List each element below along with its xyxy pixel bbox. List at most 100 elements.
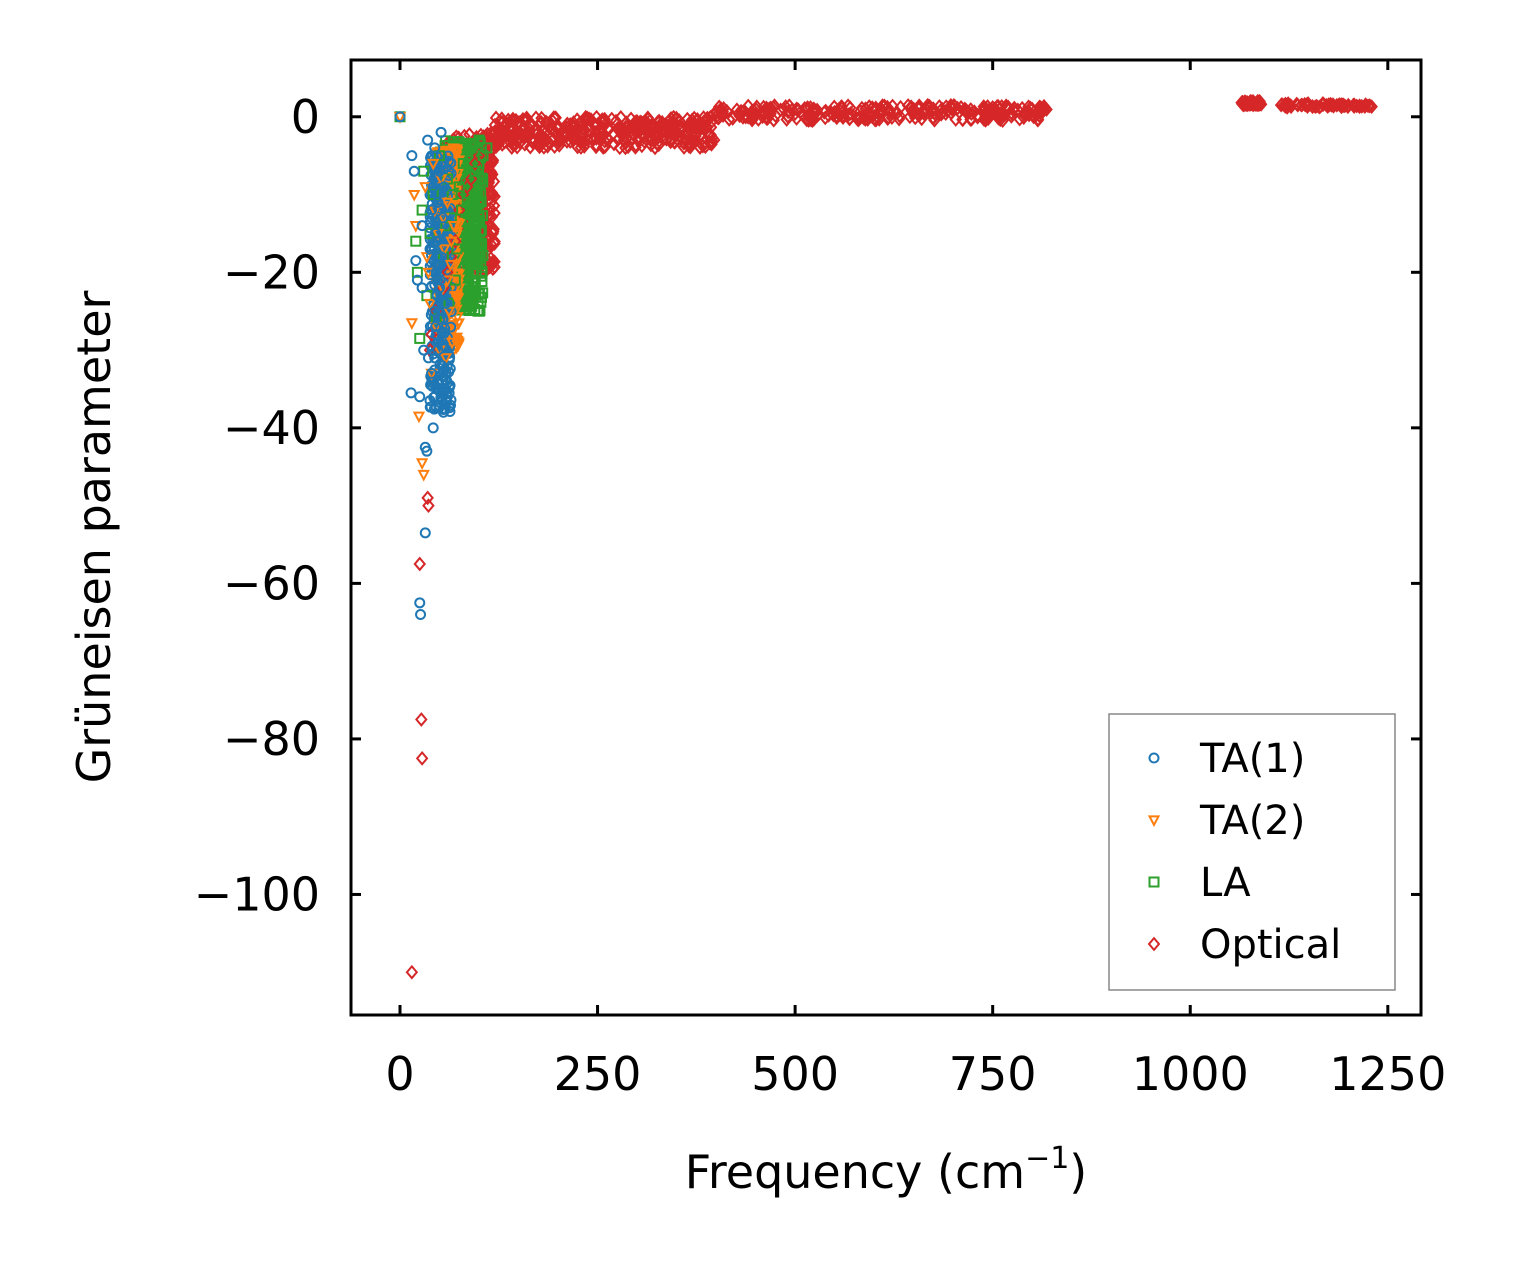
band-point — [854, 110, 868, 125]
data-point — [430, 227, 442, 239]
band-point — [648, 140, 662, 156]
legend-box — [1108, 713, 1396, 991]
data-point — [416, 220, 428, 232]
data-point — [432, 196, 444, 208]
band-point — [716, 106, 729, 122]
band-point — [488, 189, 501, 204]
data-point — [435, 126, 447, 138]
band-point — [650, 136, 664, 152]
band-point — [807, 111, 821, 127]
data-point — [433, 336, 445, 348]
data-point — [439, 353, 452, 365]
band-point — [473, 288, 485, 300]
band-point — [552, 134, 566, 150]
data-point — [422, 267, 435, 280]
data-point — [591, 117, 604, 132]
data-point — [1361, 98, 1375, 114]
data-point — [457, 157, 469, 169]
band-point — [593, 131, 606, 147]
data-point — [419, 527, 431, 539]
data-point — [828, 104, 841, 120]
data-point — [441, 197, 454, 210]
data-point — [437, 212, 449, 224]
band-point — [536, 135, 550, 150]
band-point — [475, 196, 487, 208]
band-point — [653, 118, 667, 133]
x-tick-label: 0 — [385, 1047, 414, 1101]
data-point — [465, 142, 477, 154]
data-point — [414, 332, 426, 344]
legend-item-ta1: TA(1) — [1148, 736, 1305, 782]
data-point — [788, 106, 802, 122]
band-point — [471, 253, 483, 265]
band-point — [445, 157, 457, 169]
band-point — [777, 101, 791, 117]
data-point — [421, 490, 434, 506]
band-point — [577, 134, 590, 150]
band-point — [445, 321, 457, 333]
band-point — [881, 111, 895, 127]
x-axis-title-suffix: ) — [1069, 1145, 1087, 1199]
y-tick-label: −100 — [194, 867, 320, 921]
band-point — [614, 123, 628, 139]
band-point — [590, 131, 603, 146]
series-ta1 — [394, 111, 453, 620]
data-point — [440, 297, 452, 309]
data-point — [444, 259, 457, 272]
data-point — [424, 395, 436, 407]
data-point — [431, 383, 443, 395]
data-point — [415, 608, 427, 620]
data-point — [410, 255, 422, 267]
band-point — [1316, 96, 1329, 112]
band-point — [528, 133, 542, 149]
data-point — [464, 171, 478, 187]
band-point — [553, 131, 567, 147]
band-point — [605, 111, 618, 127]
data-point — [394, 111, 406, 123]
dense-band-optical-4 — [1275, 96, 1378, 115]
data-point — [435, 251, 447, 263]
data-point — [453, 202, 466, 218]
band-point — [671, 125, 684, 141]
band-point — [760, 111, 774, 126]
data-point — [422, 498, 435, 514]
band-point — [954, 100, 968, 115]
band-point — [681, 111, 694, 127]
data-point — [427, 189, 439, 201]
data-point — [447, 221, 460, 233]
x-tick-label: 750 — [949, 1047, 1037, 1101]
data-point — [415, 712, 428, 727]
data-point — [445, 337, 459, 350]
legend-marker — [1148, 752, 1160, 764]
band-point — [594, 120, 608, 136]
band-point — [780, 112, 793, 127]
band-point — [575, 127, 589, 143]
x-axis-title-main: Frequency (cm — [685, 1145, 1025, 1199]
data-point — [405, 318, 419, 330]
band-point — [619, 134, 633, 150]
band-point — [514, 127, 527, 143]
data-point — [1025, 101, 1039, 117]
y-tick-label: −80 — [223, 712, 320, 766]
band-point — [977, 112, 991, 127]
band-point — [509, 136, 522, 152]
band-point — [956, 112, 969, 128]
band-point — [933, 99, 946, 114]
data-point — [414, 391, 426, 403]
legend-label: TA(2) — [1199, 798, 1305, 844]
band-point — [677, 135, 690, 151]
data-point — [445, 236, 458, 249]
data-point — [427, 422, 439, 434]
band-point — [437, 358, 449, 370]
band-point — [716, 104, 730, 120]
band-point — [486, 254, 499, 270]
y-tick-label: 0 — [291, 90, 320, 144]
data-point — [867, 103, 881, 118]
data-point — [431, 290, 443, 302]
band-point — [688, 117, 702, 132]
band-point — [441, 395, 453, 407]
band-point — [474, 214, 486, 226]
band-point — [1034, 105, 1047, 121]
band-point — [575, 114, 588, 130]
data-point — [434, 165, 446, 177]
